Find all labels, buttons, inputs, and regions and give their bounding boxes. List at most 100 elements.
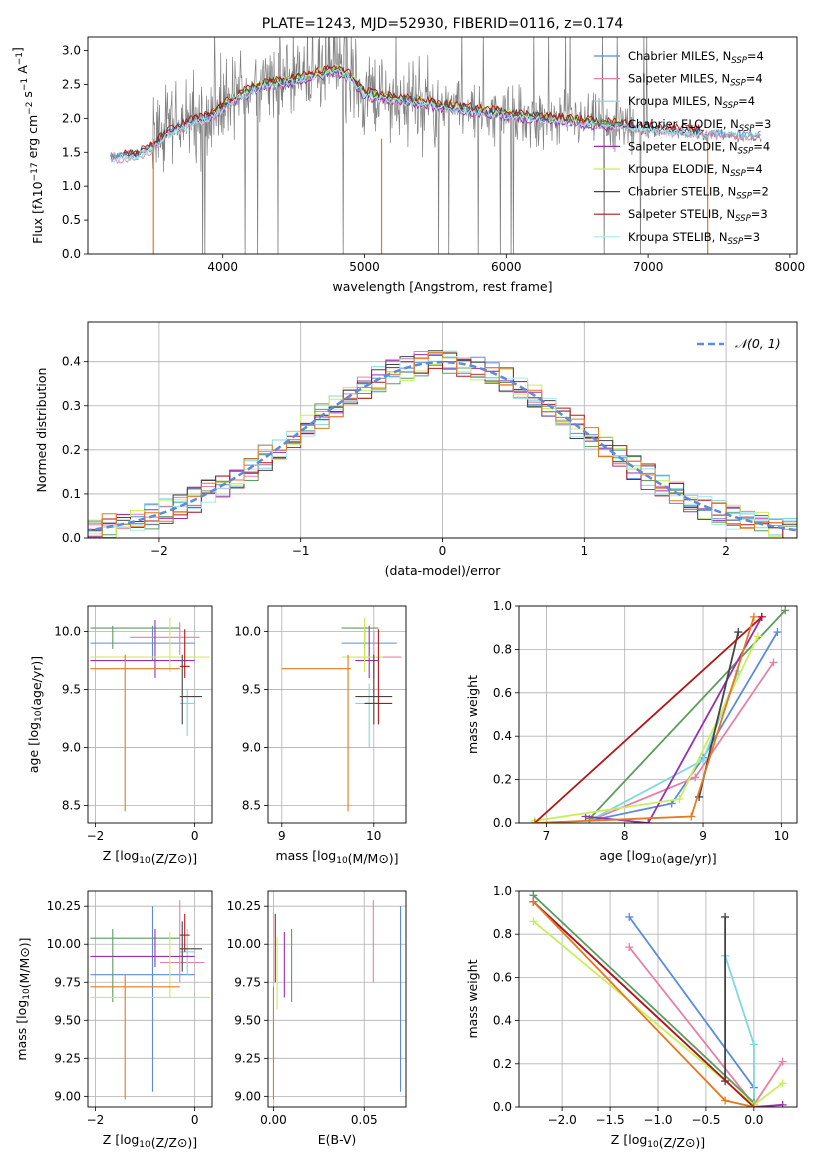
- x-tick-label: −1: [292, 544, 310, 558]
- x-axis-label: Z [log10(Z/Z⊙)]: [103, 848, 197, 866]
- label-subscript: SSP: [730, 79, 746, 89]
- x-tick-label: −2: [150, 544, 168, 558]
- y-tick-label: 10.25: [227, 899, 261, 913]
- axes-frame: [267, 890, 407, 1108]
- label-part: Z [: [103, 848, 120, 863]
- legend-entry: Salpeter STELIB, NSSP=3: [628, 207, 768, 224]
- x-tick-label: −0.5: [691, 1113, 720, 1127]
- axes-frame: [518, 890, 798, 1108]
- age_vs_Z-plot-area: [90, 617, 210, 812]
- x-tick-label: 7: [543, 829, 551, 843]
- weight-marker: [773, 628, 782, 637]
- y-tick-label: 0.2: [493, 1057, 512, 1071]
- y-tick-label: 1.0: [493, 599, 512, 613]
- x-tick-label: 10: [774, 829, 789, 843]
- label-part: Chabrier ELODIE, N: [628, 117, 739, 131]
- legend-entry: Kroupa ELODIE, NSSP=4: [628, 162, 763, 179]
- label-subscript: 10: [34, 710, 44, 722]
- x-tick-label: 2: [722, 544, 730, 558]
- x-axis-label: E(B-V): [318, 1132, 357, 1147]
- x-tick-label: 0: [439, 544, 447, 558]
- y-tick-label: 9.25: [234, 1051, 261, 1065]
- label-part: Normed distribution: [34, 368, 49, 493]
- x-tick-label: 0.05: [351, 1113, 378, 1127]
- label-part: λ10: [30, 181, 45, 204]
- label-subscript: SSP: [739, 124, 755, 134]
- y-tick-label: 0.5: [62, 213, 81, 227]
- y-axis-label: mass weight: [465, 675, 480, 754]
- axes-frame: [87, 321, 798, 539]
- label-part: log: [317, 848, 336, 863]
- y-tick-label: 0.4: [493, 729, 512, 743]
- y-tick-label: 8.5: [242, 799, 261, 813]
- label-part: erg cm: [25, 115, 40, 163]
- label-part: Z [: [611, 1132, 628, 1147]
- label-part: log: [120, 1132, 139, 1147]
- weight-marker: [781, 606, 790, 615]
- label-part: =3: [754, 117, 771, 131]
- label-part: log: [120, 848, 139, 863]
- label-part: (Z/Z⊙)]: [151, 1135, 197, 1150]
- weight-marker: [691, 773, 700, 782]
- y-tick-label: 10.00: [47, 937, 81, 951]
- label-part: Salpeter ELODIE, N: [628, 139, 738, 153]
- label-part: (M/M⊙)]: [17, 937, 32, 988]
- y-tick-label: 10.0: [234, 625, 261, 639]
- label-part: =4: [747, 49, 764, 63]
- label-subscript: SSP: [738, 146, 754, 156]
- y-tick-label: 0.6: [493, 970, 512, 984]
- y-axis-label: age [log10(age/yr)]: [26, 656, 44, 773]
- label-part: mass [: [14, 1019, 29, 1061]
- x-tick-label: 7000: [633, 260, 664, 274]
- y-tick-label: 0.0: [62, 531, 81, 545]
- y-tick-label: 0.0: [493, 816, 512, 830]
- y-tick-label: 9.75: [54, 975, 81, 989]
- label-part: Chabrier STELIB, N: [628, 185, 736, 199]
- y-tick-label: 3.0: [62, 44, 81, 58]
- legend-entry: Chabrier ELODIE, NSSP=3: [628, 117, 771, 134]
- y-tick-label: 2.5: [62, 77, 81, 91]
- label-part: (age/yr)]: [662, 851, 717, 866]
- weight-marker: [749, 1103, 758, 1107]
- y-tick-label: 0.0: [493, 1100, 512, 1114]
- mass_vs_EBV-plot-area: [272, 900, 402, 1100]
- label-part: log: [14, 1000, 29, 1019]
- label-part: =2: [752, 185, 769, 199]
- label-part: (M/M⊙)]: [348, 851, 399, 866]
- x-axis-label: age [log10(age/yr)]: [599, 848, 716, 866]
- label-part: =4: [753, 139, 770, 153]
- legend-entry: Salpeter ELODIE, NSSP=4: [628, 139, 770, 156]
- weight-marker: [699, 756, 708, 765]
- weight-marker: [749, 1040, 758, 1049]
- weight-marker: [529, 897, 538, 906]
- label-subscript: 10: [651, 856, 663, 866]
- label-part: Salpeter MILES, N: [628, 72, 730, 86]
- weight-marker: [625, 943, 634, 952]
- x-tick-label: −2: [87, 829, 105, 843]
- y-tick-label: 9.0: [62, 741, 81, 755]
- weight-marker: [644, 819, 653, 823]
- y-tick-label: 9.25: [54, 1051, 81, 1065]
- y-tick-label: 0.8: [493, 927, 512, 941]
- y-tick-label: 0.3: [62, 399, 81, 413]
- axes-frame: [87, 605, 213, 824]
- y-tick-label: 1.0: [62, 179, 81, 193]
- x-tick-label: 0.00: [260, 1113, 287, 1127]
- x-tick-label: 10: [366, 829, 381, 843]
- y-tick-label: 9.0: [242, 741, 261, 755]
- legend-entry: Salpeter MILES, NSSP=4: [628, 72, 763, 89]
- label-part: =4: [738, 94, 755, 108]
- label-part: age [: [26, 741, 41, 773]
- label-part: Kroupa STELIB, N: [628, 230, 728, 244]
- weight-marker: [721, 912, 730, 921]
- x-tick-label: 1: [580, 544, 588, 558]
- x-tick-label: 0: [191, 1113, 199, 1127]
- x-tick-label: −2.0: [548, 1113, 577, 1127]
- label-subscript: 10: [336, 856, 348, 866]
- model-line-8: [123, 68, 704, 162]
- weight-marker: [749, 612, 758, 621]
- label-subscript: SSP: [731, 56, 747, 66]
- label-part: =4: [746, 162, 763, 176]
- label-part: (Z/Z⊙)]: [659, 1135, 705, 1150]
